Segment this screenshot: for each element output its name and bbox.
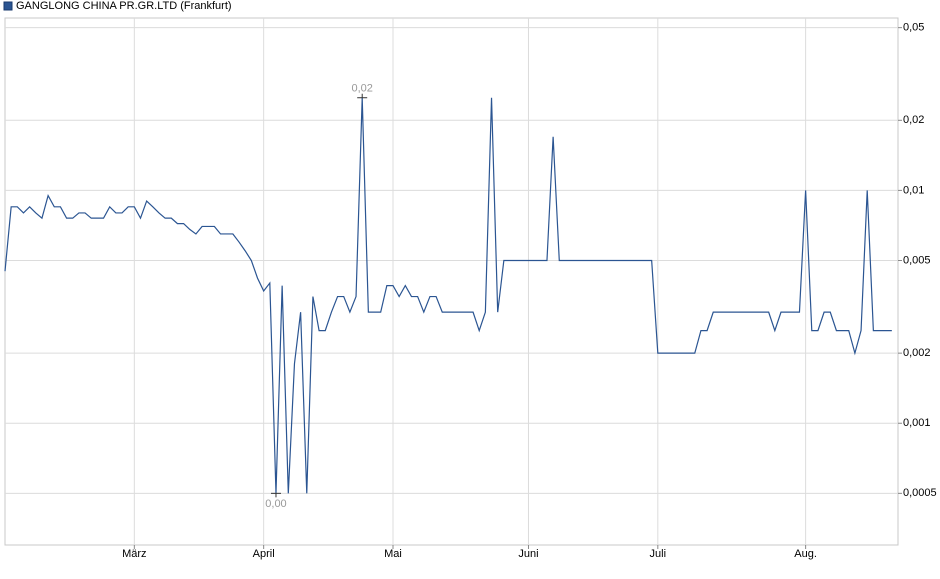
value-label: 0,00 bbox=[265, 498, 286, 510]
x-tick-label: Juli bbox=[650, 548, 667, 560]
x-tick-label: April bbox=[253, 548, 275, 560]
y-tick-label: 0,002 bbox=[903, 347, 931, 359]
value-label: 0,02 bbox=[351, 83, 372, 95]
price-line bbox=[4, 97, 892, 494]
x-tick-label: Mai bbox=[384, 548, 402, 560]
y-tick-label: 0,01 bbox=[903, 184, 924, 196]
y-tick-label: 0,005 bbox=[903, 254, 931, 266]
y-tick-label: 0,02 bbox=[903, 114, 924, 126]
y-tick-label: 0,001 bbox=[903, 417, 931, 429]
legend-label: GANGLONG CHINA PR.GR.LTD (Frankfurt) bbox=[16, 0, 232, 12]
x-tick-label: Aug. bbox=[794, 548, 817, 560]
y-tick-label: 0,0005 bbox=[903, 487, 937, 499]
y-tick-label: 0,05 bbox=[903, 22, 924, 34]
x-tick-label: März bbox=[122, 548, 146, 560]
x-tick-label: Juni bbox=[518, 548, 538, 560]
legend-swatch bbox=[3, 1, 13, 11]
plot-area bbox=[4, 17, 899, 546]
